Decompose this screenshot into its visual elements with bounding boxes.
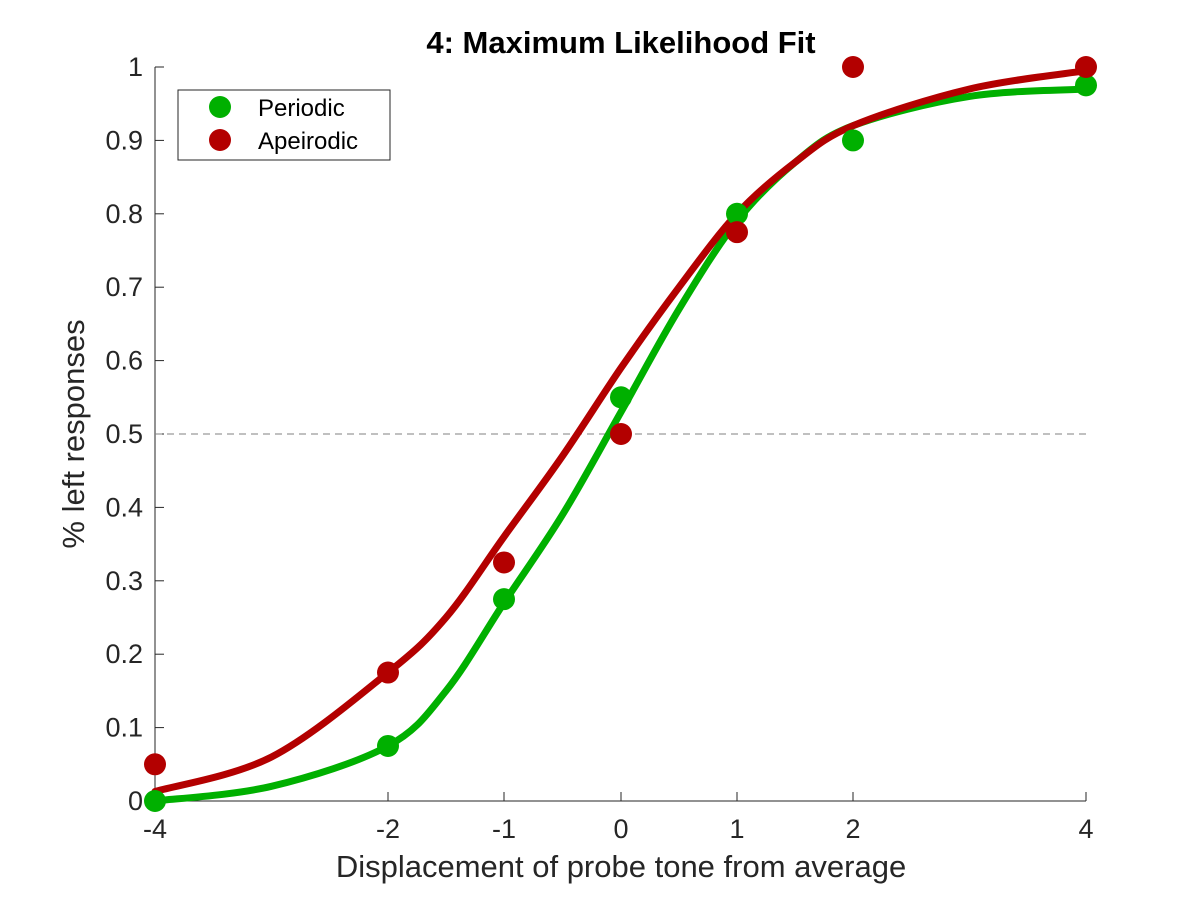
y-tick-label: 0.6 — [105, 346, 143, 376]
data-point-apeirodic — [493, 551, 515, 574]
data-point-periodic — [1075, 74, 1097, 97]
data-point-apeirodic — [144, 753, 166, 776]
y-tick-label: 0.3 — [105, 566, 143, 596]
data-point-periodic — [377, 734, 399, 757]
y-tick-label: 1 — [128, 52, 143, 82]
points-layer — [144, 56, 1097, 812]
y-axis-label: % left responses — [56, 319, 91, 548]
chart-title: 4: Maximum Likelihood Fit — [426, 25, 815, 60]
data-point-apeirodic — [1075, 56, 1097, 78]
tick-labels-layer: 0 0.1 0.2 0.3 0.4 0.5 0.6 0.7 0.8 0.9 1 -4 -2 -1 0 1 2 4 — [105, 52, 1093, 844]
data-point-apeirodic — [377, 661, 399, 684]
data-point-periodic — [610, 386, 632, 409]
y-tick-label: 0.1 — [105, 713, 143, 743]
y-tick-label: 0.7 — [105, 272, 143, 302]
x-tick-label: -4 — [143, 814, 167, 844]
x-axis-label: Displacement of probe tone from average — [336, 849, 906, 884]
data-point-periodic — [493, 588, 515, 611]
data-point-periodic — [726, 202, 748, 225]
x-tick-label: 2 — [845, 814, 860, 844]
y-tick-label: 0.5 — [105, 419, 143, 449]
y-tick-label: 0.4 — [105, 492, 143, 522]
x-tick-label: 0 — [613, 814, 628, 844]
x-tick-label: -1 — [492, 814, 516, 844]
x-tick-label: 1 — [729, 814, 744, 844]
legend: Periodic Apeirodic — [177, 89, 391, 161]
data-point-apeirodic — [726, 221, 748, 244]
data-point-periodic — [842, 129, 864, 152]
x-tick-label: -2 — [376, 814, 400, 844]
y-tick-label: 0.9 — [105, 125, 143, 155]
fit-line-periodic — [151, 85, 1090, 805]
x-tick-label: 4 — [1078, 814, 1093, 844]
y-tick-label: 0 — [128, 786, 143, 816]
y-tick-label: 0.2 — [105, 639, 143, 669]
legend-marker-periodic — [209, 96, 231, 118]
fit-line-apeirodic — [151, 67, 1090, 795]
y-tick-label: 0.8 — [105, 199, 143, 229]
data-point-periodic — [144, 790, 166, 812]
data-point-apeirodic — [610, 423, 632, 445]
legend-marker-apeirodic — [209, 129, 231, 151]
data-point-apeirodic — [842, 56, 864, 78]
legend-label-periodic: Periodic — [258, 95, 345, 122]
legend-label-apeirodic: Apeirodic — [258, 128, 358, 155]
